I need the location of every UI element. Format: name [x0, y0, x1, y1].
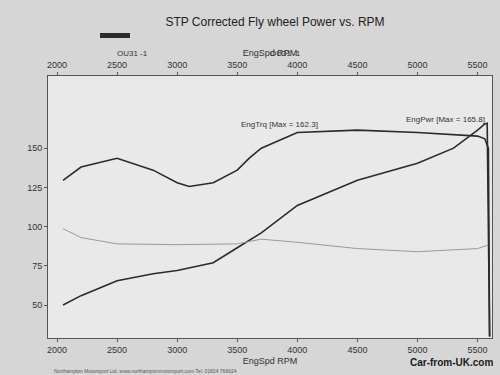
svg-text:5000: 5000 [407, 60, 427, 70]
svg-text:EngTrq [Max = 162.3]: EngTrq [Max = 162.3] [241, 120, 318, 129]
svg-text:3500: 3500 [227, 345, 247, 355]
svg-text:4000: 4000 [287, 60, 307, 70]
svg-text:OU31 -1: OU31 -1 [270, 49, 301, 58]
svg-text:4500: 4500 [347, 345, 367, 355]
svg-text:Northampton Motorsport Ltd. ww: Northampton Motorsport Ltd. www.northamp… [54, 368, 237, 374]
svg-text:OU31 -1: OU31 -1 [117, 49, 148, 58]
svg-text:5000: 5000 [407, 345, 427, 355]
svg-text:EngSpd RPM: EngSpd RPM [243, 48, 298, 58]
svg-text:2000: 2000 [47, 345, 67, 355]
svg-text:EngSpd RPM: EngSpd RPM [243, 356, 298, 366]
svg-text:100: 100 [27, 222, 42, 232]
svg-text:4000: 4000 [287, 345, 307, 355]
svg-text:150: 150 [27, 143, 42, 153]
svg-text:Car-from-UK.com: Car-from-UK.com [410, 357, 493, 368]
svg-text:2000: 2000 [47, 60, 67, 70]
svg-text:2500: 2500 [107, 345, 127, 355]
svg-text:125: 125 [27, 183, 42, 193]
svg-text:5500: 5500 [468, 60, 488, 70]
svg-text:3000: 3000 [167, 345, 187, 355]
svg-text:5500: 5500 [468, 345, 488, 355]
svg-text:4500: 4500 [347, 60, 367, 70]
svg-text:50: 50 [32, 300, 42, 310]
svg-text:2500: 2500 [107, 60, 127, 70]
svg-text:EngPwr [Max = 165.8]: EngPwr [Max = 165.8] [406, 115, 485, 124]
svg-text:75: 75 [32, 261, 42, 271]
svg-text:STP Corrected Fly wheel Power: STP Corrected Fly wheel Power vs. RPM [165, 15, 384, 29]
svg-text:3000: 3000 [167, 60, 187, 70]
svg-text:3500: 3500 [227, 60, 247, 70]
